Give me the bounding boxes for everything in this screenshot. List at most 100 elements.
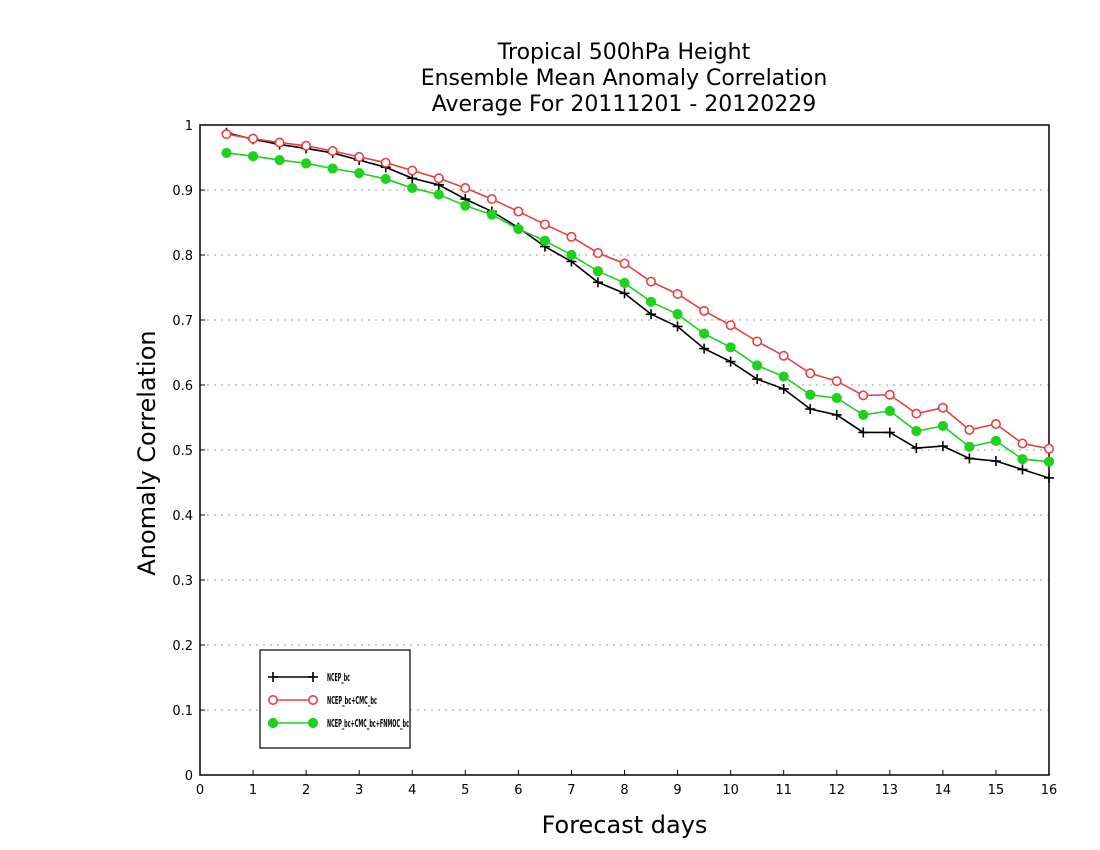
series-3-point-13 — [539, 235, 551, 246]
legend-marker-2b — [307, 694, 318, 705]
series-2-point-6 — [354, 151, 365, 162]
series-3-point-21 — [752, 360, 763, 371]
x-tick-label-15: 15 — [988, 783, 1005, 798]
series-1-point-32 — [1044, 472, 1054, 483]
series-3-line — [226, 152, 1050, 463]
series-2-point-14 — [566, 231, 577, 242]
series-3-point-24 — [831, 392, 842, 404]
series-2-point-30 — [990, 418, 1001, 429]
series-3-point-10 — [460, 200, 471, 211]
legend-marker-1b — [308, 672, 318, 682]
series-2-point-29 — [964, 424, 975, 435]
series-2-point-11 — [486, 194, 497, 205]
series-3-point-30 — [990, 435, 1002, 446]
legend-marker-3a — [267, 717, 279, 729]
series-1-point-19 — [699, 343, 710, 354]
series-2-point-8 — [407, 165, 418, 176]
series-1-point-22 — [778, 383, 789, 394]
series-3-point-1 — [221, 147, 232, 159]
x-tick-label-8: 8 — [620, 783, 628, 798]
series-1-point-16 — [619, 288, 630, 299]
x-tick-label-2: 2 — [302, 783, 310, 798]
series-3-point-6 — [354, 168, 365, 179]
series-2-point-20 — [725, 320, 736, 331]
series-1-point-20 — [725, 356, 736, 367]
series-3-point-16 — [619, 277, 630, 289]
series-2-point-23 — [805, 368, 816, 379]
x-tick-label-11: 11 — [775, 783, 792, 798]
y-tick-label-4: 0.4 — [172, 509, 193, 524]
axis-ticks: 0 1 2 3 4 5 6 7 8 9 10 11 12 13 14 15 1600.10.20.30.40.5… — [172, 119, 1057, 798]
x-tick-label-9: 9 — [673, 783, 681, 798]
series-3-point-20 — [725, 342, 736, 353]
series-1-point-21 — [752, 374, 763, 385]
series-2-point-15 — [592, 248, 603, 259]
series-1-point-28 — [937, 441, 948, 452]
series-3-point-22 — [778, 371, 789, 382]
legend-label-3: NCEP_bc+CMC_bc+FNMOC_bc — [327, 717, 409, 730]
series-3-point-27 — [911, 426, 922, 437]
x-tick-label-16: 16 — [1041, 783, 1058, 798]
series-2-point-28 — [937, 402, 948, 413]
y-tick-label-7: 0.7 — [172, 314, 193, 329]
series-3-point-14 — [566, 249, 577, 261]
series-3-point-32 — [1043, 456, 1055, 467]
series-2-point-31 — [1017, 438, 1028, 449]
y-tick-label-1: 0.1 — [172, 704, 193, 719]
series-1-point-30 — [990, 456, 1001, 467]
legend-marker-2a — [267, 694, 278, 705]
series-2-point-7 — [380, 157, 391, 168]
series-2-point-27 — [911, 408, 922, 419]
series-2-point-19 — [699, 305, 710, 316]
series-2-point-26 — [884, 389, 895, 400]
x-tick-label-0: 0 — [196, 783, 204, 798]
x-tick-label-12: 12 — [828, 783, 845, 798]
series-2-point-2 — [248, 133, 259, 144]
series-2-point-9 — [433, 173, 444, 184]
series-2-point-12 — [513, 206, 524, 217]
series-2-point-25 — [858, 390, 869, 401]
legend-label-2: NCEP_bc+CMC_bc — [327, 694, 377, 707]
series-2-point-17 — [646, 276, 657, 287]
series-2-point-18 — [672, 288, 683, 299]
series-2-point-4 — [301, 140, 312, 151]
series-1-point-15 — [592, 277, 603, 288]
series-1 — [221, 127, 1054, 483]
legend-marker-1a — [268, 672, 278, 682]
series-2-point-10 — [460, 183, 471, 194]
series-2-point-3 — [274, 137, 285, 148]
legend-entry-1: NCEP_bc — [268, 671, 350, 684]
y-tick-label-0: 0 — [185, 769, 193, 784]
series-3-point-29 — [964, 441, 975, 452]
x-tick-label-5: 5 — [461, 783, 469, 798]
series-3-point-5 — [327, 163, 338, 174]
series-1-point-31 — [1017, 464, 1028, 475]
series-3-point-18 — [672, 309, 683, 320]
title-line-3: Average For 20111201 - 20120229 — [432, 92, 817, 117]
title-line-2: Ensemble Mean Anomaly Correlation — [421, 66, 828, 91]
series-3-point-31 — [1017, 454, 1028, 465]
series-2-point-5 — [327, 146, 338, 157]
series-3-point-23 — [805, 389, 816, 400]
series-3 — [221, 147, 1055, 467]
x-tick-label-14: 14 — [935, 783, 952, 798]
series-1-point-26 — [884, 427, 895, 438]
series-2-point-32 — [1044, 443, 1055, 454]
series-2-point-1 — [221, 129, 232, 140]
series-3-point-17 — [645, 296, 657, 307]
x-tick-label-10: 10 — [722, 783, 739, 798]
grid-lines — [200, 189, 1049, 711]
series-1-point-17 — [646, 309, 657, 320]
series-3-point-4 — [301, 158, 312, 169]
series-2-point-21 — [752, 336, 763, 347]
series-3-point-3 — [274, 155, 285, 166]
series-1-point-18 — [672, 321, 683, 332]
series-1-point-29 — [964, 453, 975, 464]
series-3-point-26 — [884, 405, 895, 417]
series-1-point-23 — [805, 404, 816, 415]
x-tick-label-6: 6 — [514, 783, 522, 798]
series-3-point-25 — [858, 409, 869, 420]
y-tick-label-6: 0.6 — [172, 379, 193, 394]
